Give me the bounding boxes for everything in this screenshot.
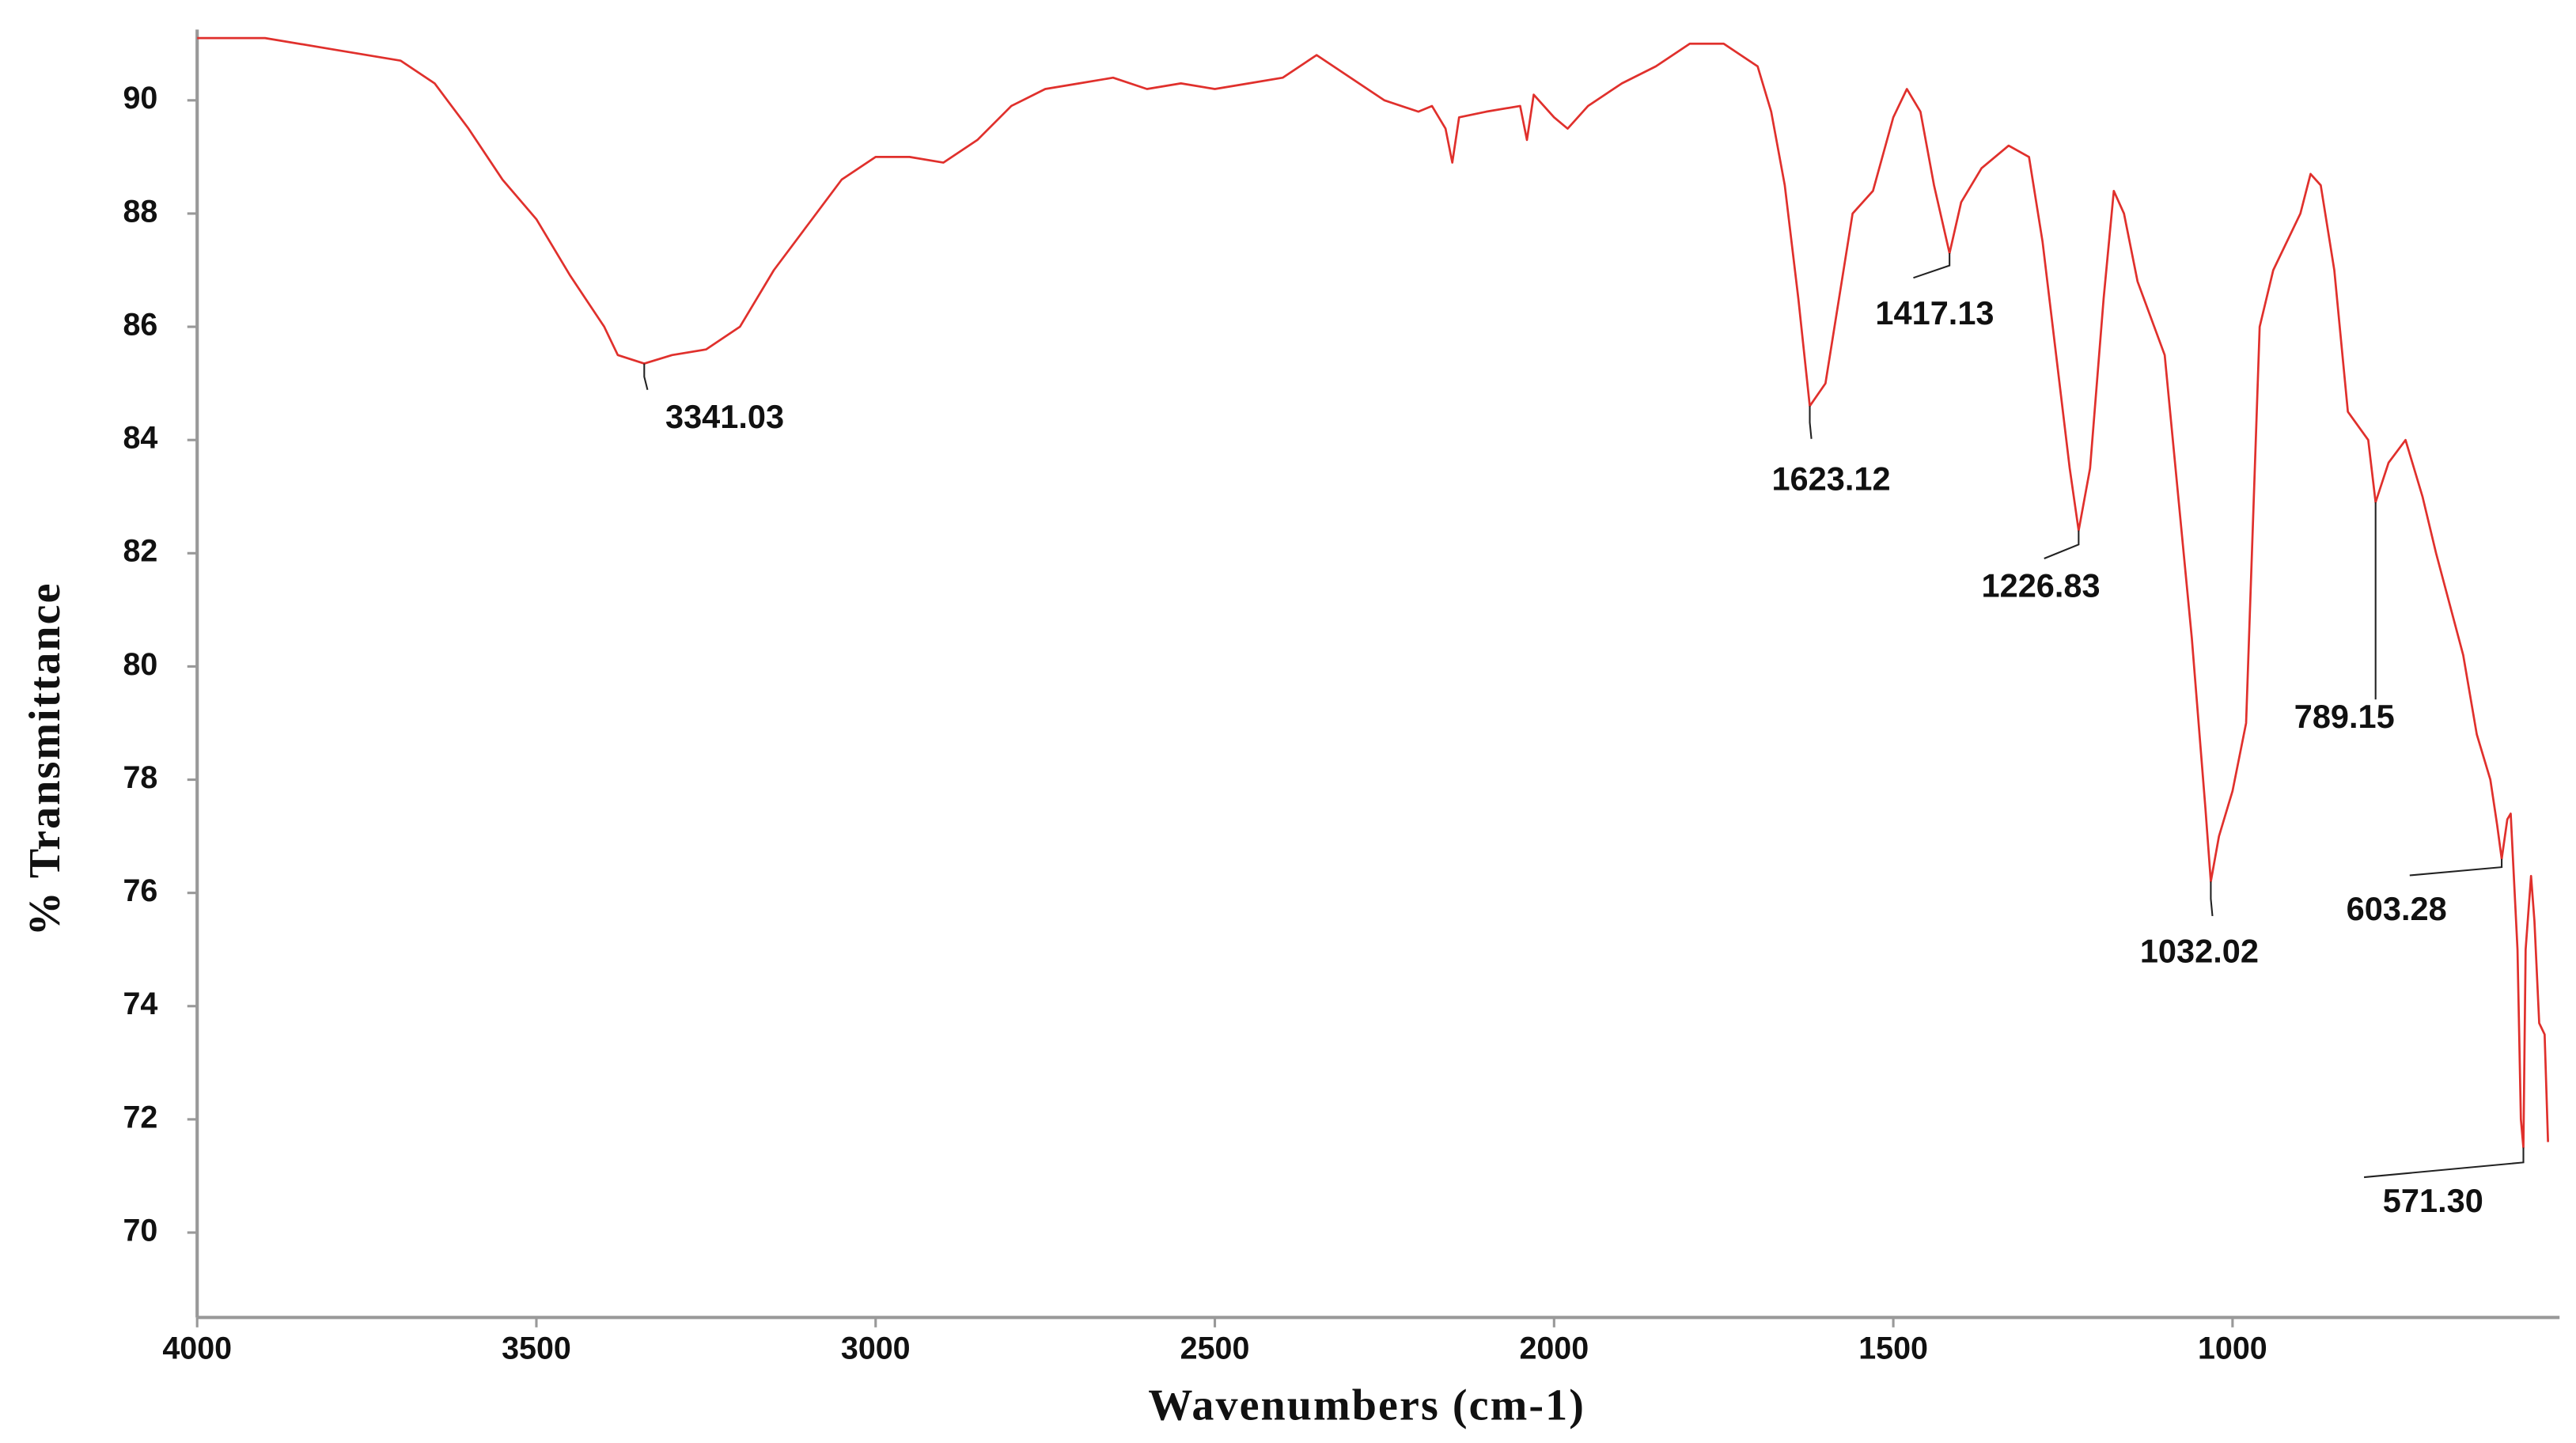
peak-label: 789.15 [2294, 698, 2395, 735]
peak-leader [2409, 858, 2503, 877]
peak-label: 1623.12 [1771, 460, 1890, 498]
x-tick-label: 1500 [1858, 1331, 1928, 1365]
x-tick-label: 3500 [502, 1331, 571, 1365]
peak-leader [2363, 1147, 2525, 1179]
x-tick-label: 4000 [162, 1331, 232, 1365]
peak-leader [1809, 406, 1813, 439]
y-tick-label: 90 [123, 81, 157, 116]
peak-label: 1032.02 [2140, 933, 2259, 970]
x-axis-title: Wavenumbers (cm-1) [1148, 1381, 1585, 1430]
x-tick-label: 2500 [1180, 1331, 1250, 1365]
peak-label: 1417.13 [1875, 294, 1994, 331]
x-tick-label: 1000 [2198, 1331, 2267, 1365]
peak-label: 571.30 [2383, 1182, 2483, 1219]
y-tick-label: 86 [123, 307, 157, 342]
y-tick-label: 74 [123, 987, 157, 1021]
spectrum-line [197, 36, 2549, 1149]
y-tick-label: 82 [123, 534, 157, 569]
y-tick-label: 72 [123, 1100, 157, 1134]
x-tick-label: 2000 [1519, 1331, 1589, 1365]
y-tick-label: 84 [123, 421, 157, 456]
peak-leader [2044, 530, 2080, 559]
y-axis-title: % Transmittance [21, 581, 70, 936]
y-tick-label: 80 [123, 647, 157, 682]
y-tick-label: 76 [123, 873, 157, 908]
y-tick-label: 88 [123, 194, 157, 229]
peak-leader [2210, 881, 2214, 917]
x-tick-label: 3000 [841, 1331, 911, 1365]
peak-label: 603.28 [2347, 890, 2447, 927]
peak-leader [1913, 253, 1951, 279]
peak-label: 1226.83 [1982, 566, 2101, 604]
peak-leader [643, 363, 649, 391]
peak-label: 3341.03 [665, 398, 784, 435]
y-tick-label: 70 [123, 1213, 157, 1248]
y-tick-label: 78 [123, 760, 157, 795]
